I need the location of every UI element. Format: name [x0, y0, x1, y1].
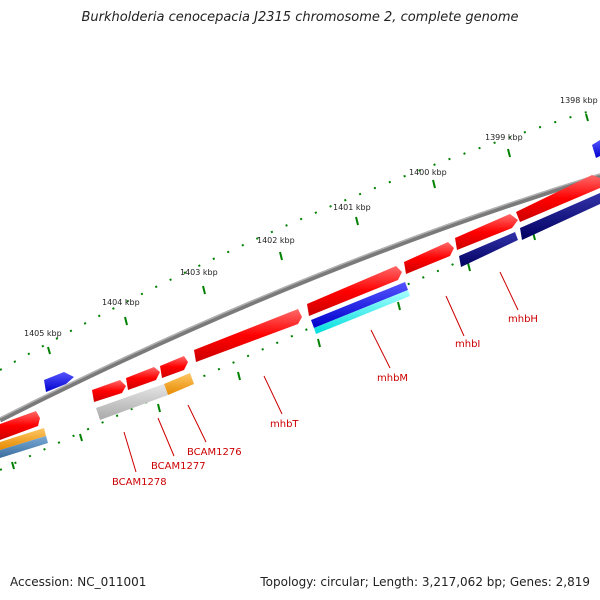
feature-orange-left [0, 428, 46, 450]
gene-label-BCAM1278: BCAM1278 [112, 477, 167, 488]
genome-summary-text: Topology: circular; Length: 3,217,062 bp… [260, 575, 590, 589]
gene-label-BCAM1276: BCAM1276 [187, 447, 242, 458]
cds-BCAM1278[interactable] [92, 380, 126, 402]
genome-backbone [0, 173, 600, 423]
outer-scale-arc [0, 107, 600, 371]
feature-cyan-mhbM [314, 290, 410, 334]
gene-label-mhbT: mhbT [270, 419, 299, 430]
gene-label-mhbH: mhbH [508, 314, 538, 325]
feature-navy-2 [459, 232, 518, 267]
gene-label-mhbM: mhbM [377, 373, 408, 384]
accession-text: Accession: NC_011001 [10, 575, 147, 589]
scale-labels: 1398 kbp 1399 kbp 1400 kbp 1401 kbp 1402… [24, 96, 598, 338]
map-title: Burkholderia cenocepacia J2315 chromosom… [81, 10, 519, 25]
genome-backbone-highlight [0, 173, 600, 419]
scale-label-1405: 1405 kbp [24, 329, 62, 338]
feature-gray-1277-1278 [96, 384, 168, 420]
feature-navy-1 [520, 193, 600, 240]
gene-blue-right-edge [592, 140, 600, 158]
feature-orange-1276 [164, 373, 194, 395]
feature-steelblue-left [0, 436, 48, 458]
gene-label-BCAM1277: BCAM1277 [151, 461, 206, 472]
scale-label-1404: 1404 kbp [102, 298, 140, 307]
scale-label-1398: 1398 kbp [560, 96, 598, 105]
cds-left-edge[interactable] [0, 411, 40, 440]
cds-BCAM1277[interactable] [126, 367, 160, 390]
cds-mhbI[interactable] [455, 214, 518, 250]
inner-major-ticks [11, 231, 536, 470]
forward-strand-features [44, 140, 600, 392]
gene-label-mhbI: mhbI [455, 339, 480, 350]
scale-label-1399: 1399 kbp [485, 133, 523, 142]
scale-label-1400: 1400 kbp [409, 168, 447, 177]
feature-blue-mhbM [311, 282, 408, 328]
outer-major-ticks [47, 113, 589, 355]
cds-BCAM1276[interactable] [160, 356, 188, 378]
cds-unnamed-1[interactable] [404, 242, 454, 274]
gene-labels: mhbH mhbI mhbM mhbT BCAM1276 BCAM1277 BC… [112, 314, 538, 488]
lower-track-features [0, 193, 600, 458]
cds-mhbH[interactable] [516, 175, 600, 222]
scale-label-1402: 1402 kbp [257, 236, 295, 245]
cds-mhbM[interactable] [307, 266, 402, 316]
cds-mhbT[interactable] [194, 309, 302, 362]
scale-label-1401: 1401 kbp [333, 203, 371, 212]
cds-track [0, 175, 600, 440]
gene-blue-arrow [44, 372, 74, 392]
label-leader-lines [123, 271, 519, 473]
scale-label-1403: 1403 kbp [180, 268, 218, 277]
